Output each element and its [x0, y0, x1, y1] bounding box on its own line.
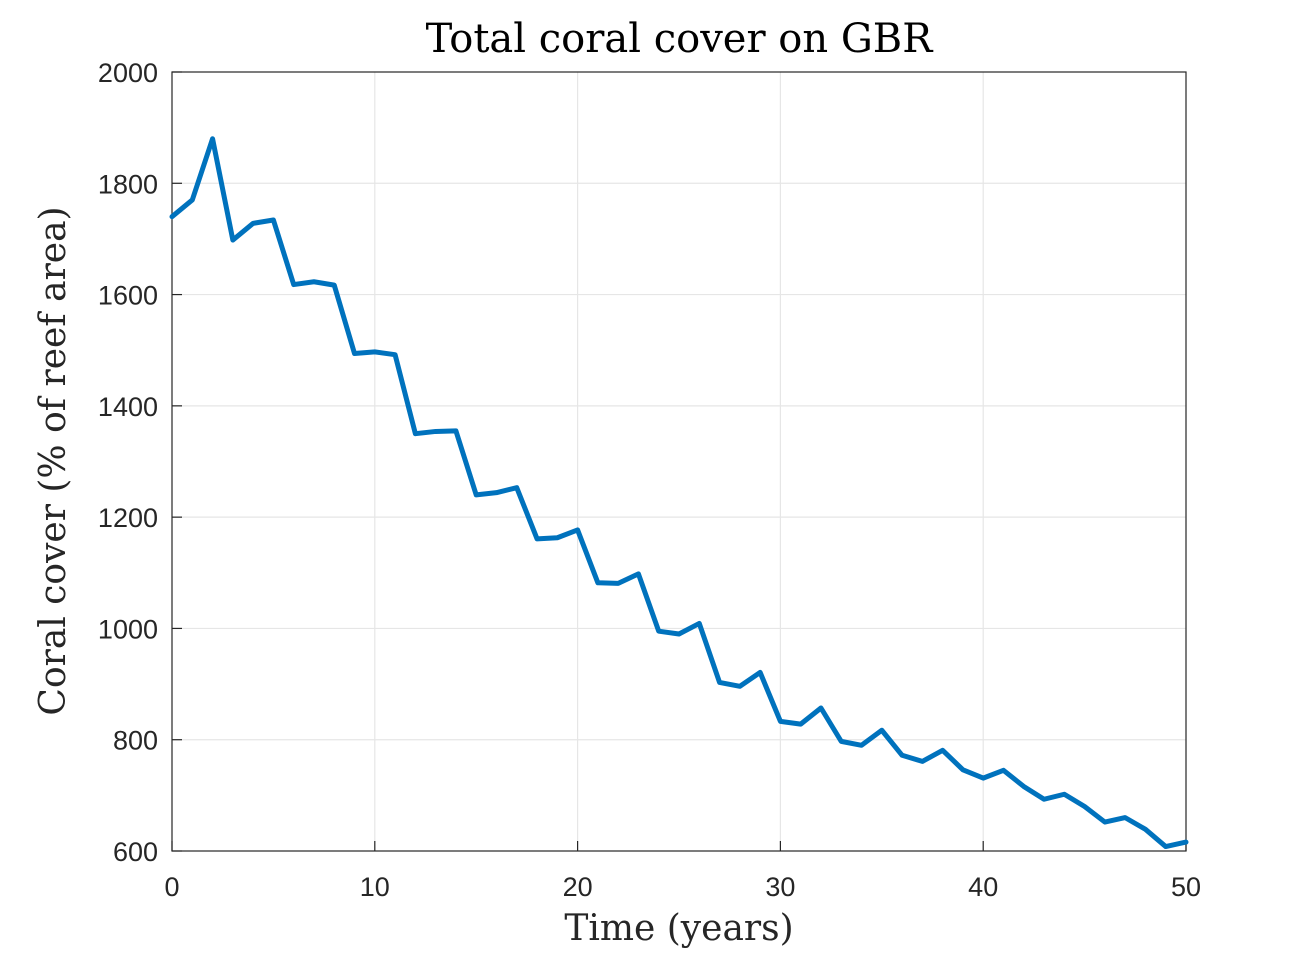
x-tick-label: 30: [765, 872, 795, 902]
y-tick-label: 2000: [98, 58, 158, 88]
x-tick-label: 0: [164, 872, 179, 902]
x-tick-label: 20: [563, 872, 593, 902]
y-tick-label: 1200: [98, 503, 158, 533]
x-tick-label: 10: [360, 872, 390, 902]
x-axis-label: Time (years): [564, 908, 793, 949]
y-tick-label: 1000: [98, 614, 158, 644]
y-tick-label: 600: [113, 837, 158, 867]
coral-cover-line: [169, 136, 1189, 850]
x-tick-label: 40: [968, 872, 998, 902]
y-axis-label: Coral cover (% of reef area): [33, 206, 74, 715]
plot-area-frame: [171, 71, 1187, 852]
y-tick-label: 1800: [98, 169, 158, 199]
y-tick-label: 1600: [98, 281, 158, 311]
grid: [172, 72, 1186, 851]
axis-ticks: 0 10 20 30 40 50 600 800 1000 1200 1400 1600 1800 200…: [98, 58, 1201, 902]
chart-title: Total coral cover on GBR: [426, 16, 935, 62]
y-tick-label: 1400: [98, 392, 158, 422]
series-layer: [169, 136, 1189, 850]
y-tick-label: 800: [113, 726, 158, 756]
x-tick-label: 50: [1171, 872, 1201, 902]
